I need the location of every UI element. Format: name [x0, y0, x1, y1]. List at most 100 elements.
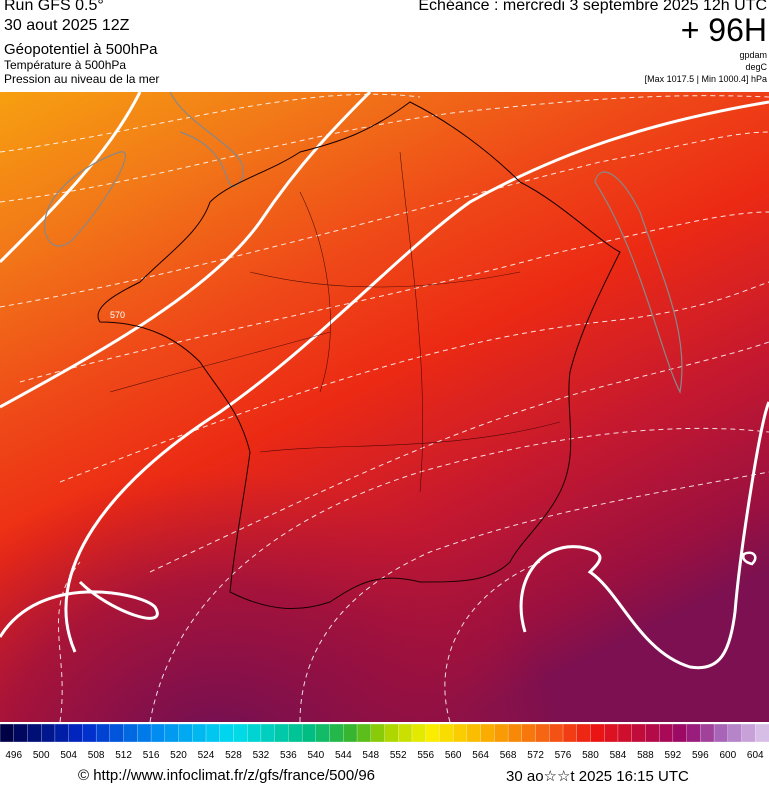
color-swatch [315, 723, 331, 743]
color-swatch [535, 723, 550, 743]
scale-label: 500 [33, 750, 50, 761]
scale-label: 568 [500, 750, 517, 761]
color-swatch [0, 723, 15, 743]
color-swatch [95, 723, 111, 743]
color-swatch [68, 723, 84, 743]
color-swatch [178, 723, 193, 743]
color-swatch [109, 723, 125, 743]
scale-label: 576 [555, 750, 572, 761]
color-swatch [356, 723, 372, 743]
scale-label: 584 [610, 750, 627, 761]
scale-label: 580 [582, 750, 599, 761]
scale-label: 556 [417, 750, 434, 761]
color-swatch [741, 723, 756, 743]
color-swatch [411, 723, 427, 743]
color-swatch [137, 723, 152, 743]
color-swatch [274, 723, 290, 743]
color-swatch [453, 723, 468, 743]
color-swatch [192, 723, 207, 743]
scale-label: 572 [527, 750, 544, 761]
color-swatch [384, 723, 399, 743]
color-swatch [164, 723, 180, 743]
scale-label: 596 [692, 750, 709, 761]
scale-label: 560 [445, 750, 462, 761]
color-swatch [150, 723, 166, 743]
color-swatch [54, 723, 70, 743]
scale-label: 564 [472, 750, 489, 761]
scale-label: 536 [280, 750, 297, 761]
scale-label: 544 [335, 750, 352, 761]
color-swatch [617, 723, 633, 743]
color-swatch [713, 723, 729, 743]
scale-label: 504 [60, 750, 77, 761]
color-swatch [727, 723, 743, 743]
color-swatch [219, 723, 235, 743]
forecast-time: Echéance : mercredi 3 septembre 2025 12h… [418, 0, 767, 14]
scale-label: 600 [719, 750, 736, 761]
color-swatch [123, 723, 138, 743]
map: 570 [0, 92, 769, 722]
run-label: Run GFS 0.5° [4, 0, 104, 14]
color-swatch [260, 723, 276, 743]
scale-label: 508 [88, 750, 105, 761]
color-scale: 496 500 504 508 512 516 520 524 528 532 536 540 544 5… [0, 723, 769, 761]
color-swatch [507, 723, 523, 743]
geopotential-contours [0, 92, 769, 670]
color-swatch [604, 723, 619, 743]
lead-time: + 96H [680, 12, 767, 48]
scale-label: 516 [143, 750, 160, 761]
scale-label: 552 [390, 750, 407, 761]
scale-label: 524 [198, 750, 215, 761]
color-swatch [480, 723, 496, 743]
color-swatch [466, 723, 482, 743]
contour-label: 570 [110, 310, 125, 320]
color-swatch [549, 723, 564, 743]
subtitle-pressure: Pression au niveau de la mer [4, 72, 160, 86]
color-swatch [27, 723, 42, 743]
color-swatch [755, 723, 769, 743]
map-title: Géopotentiel à 500hPa [4, 41, 158, 58]
france-outline [97, 101, 621, 609]
color-swatch [439, 723, 454, 743]
color-swatch [301, 723, 317, 743]
pressure-range: [Max 1017.5 | Min 1000.4] hPa [644, 74, 767, 84]
subtitle-temp: Température à 500hPa [4, 58, 127, 72]
color-swatch [672, 723, 688, 743]
color-swatch [425, 723, 441, 743]
color-swatch [631, 723, 647, 743]
scale-label: 512 [115, 750, 132, 761]
scale-label: 528 [225, 750, 242, 761]
color-swatch [329, 723, 344, 743]
run-date: 30 aout 2025 12Z [4, 17, 130, 34]
color-swatch [370, 723, 386, 743]
temperature-contours [0, 93, 769, 722]
color-swatch [398, 723, 413, 743]
unit-degc: degC [745, 62, 767, 72]
timestamp: 30 ao☆☆t 2025 16:15 UTC [506, 768, 689, 785]
color-swatch [686, 723, 701, 743]
temperature-field-low [0, 92, 769, 722]
scale-label: 520 [170, 750, 187, 761]
color-swatch [494, 723, 509, 743]
scale-label: 548 [362, 750, 379, 761]
scale-label: 540 [307, 750, 324, 761]
color-swatch [576, 723, 592, 743]
scale-label: 592 [665, 750, 682, 761]
scale-label: 496 [5, 750, 22, 761]
scale-label: 532 [253, 750, 270, 761]
color-swatch [343, 723, 358, 743]
color-swatch [645, 723, 660, 743]
color-swatch [590, 723, 605, 743]
color-swatch [288, 723, 303, 743]
color-swatch [700, 723, 715, 743]
color-swatch [562, 723, 578, 743]
source-url: © http://www.infoclimat.fr/z/gfs/france/… [78, 767, 376, 784]
color-swatch [82, 723, 97, 743]
color-swatch [521, 723, 537, 743]
color-swatch [41, 723, 56, 743]
scale-label: 604 [747, 750, 764, 761]
color-swatch [13, 723, 29, 743]
color-swatch [205, 723, 221, 743]
unit-gpdam: gpdam [739, 50, 767, 60]
